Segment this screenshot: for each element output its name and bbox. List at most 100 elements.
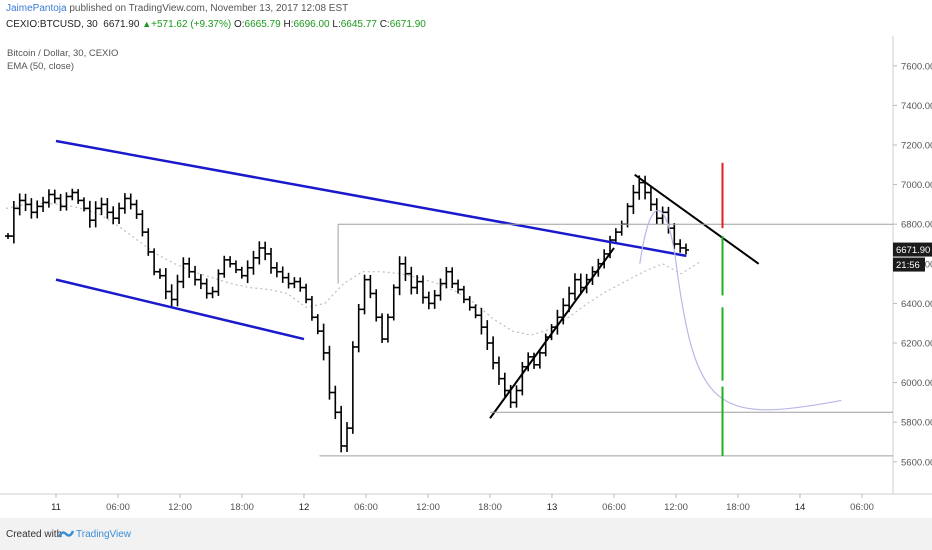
y-tick-label: 7200.00 (901, 141, 932, 152)
x-tick-label: 12:00 (168, 502, 192, 513)
ohlc-bar (577, 273, 584, 294)
ohlc-bar (320, 323, 327, 361)
x-tick-label: 06:00 (602, 502, 626, 513)
ohlc-bar (478, 307, 485, 335)
trend-down-line (634, 173, 760, 265)
ohlc-bar (250, 250, 257, 275)
ohlc-bar (40, 196, 47, 212)
footer-bar: Created with TradingView (0, 518, 932, 550)
open-value: 6665.79 (244, 19, 281, 30)
ohlc-bar (683, 243, 689, 255)
y-tick-label: 7400.00 (901, 101, 932, 112)
price-chart[interactable]: 5600.005800.006000.006200.006400.006600.… (0, 36, 932, 518)
ohlc-bar (449, 267, 456, 288)
up-arrow-icon: ▲ (142, 19, 152, 29)
ohlc-bar (232, 260, 239, 274)
x-tick-label: 06:00 (106, 502, 130, 513)
ohlc-bar (174, 274, 181, 307)
ohlc-bar (484, 320, 491, 351)
ohlc-bar (390, 284, 397, 321)
ohlc-bar (127, 193, 134, 210)
ohlc-bar (215, 269, 222, 296)
x-tick-label: 11 (51, 502, 61, 513)
ohlc-bar (244, 260, 251, 284)
ohlc-bar (98, 197, 105, 216)
ohlc-bar (238, 266, 245, 279)
ohlc-bar (63, 192, 70, 211)
ohlc-bar (180, 257, 187, 289)
ohlc-bar (209, 286, 216, 299)
ohlc-bar (262, 241, 269, 261)
ohlc-bar (227, 256, 234, 268)
symbol-label: CEXIO:BTCUSD, 30 (6, 19, 98, 30)
ohlc-bar (5, 233, 11, 240)
legend-title: Bitcoin / Dollar, 30, CEXIO (7, 48, 119, 59)
low-value: 6645.77 (340, 19, 377, 30)
x-tick-label: 14 (795, 502, 806, 513)
channel-lower-line (55, 278, 305, 341)
ohlc-bar (28, 198, 35, 219)
ohlc-bar (221, 255, 228, 278)
ohlc-bar (192, 265, 199, 286)
y-tick-label: 7600.00 (901, 61, 932, 72)
ohlc-bar (156, 268, 163, 279)
change-value: +571.62 (+9.37%) (151, 19, 232, 30)
tradingview-logo-icon (58, 530, 74, 538)
close-label: C: (379, 19, 390, 30)
ohlc-bar (431, 290, 438, 309)
legend-indicator: EMA (50, close) (7, 61, 75, 72)
published-text: published on TradingView.com, November 1… (66, 3, 349, 14)
x-tick-label: 06:00 (850, 502, 874, 513)
tradingview-brand[interactable]: TradingView (76, 529, 132, 540)
ohlc-bar (69, 188, 76, 201)
ohlc-bar (308, 295, 315, 321)
ohlc-bar (75, 189, 82, 204)
ohlc-bar (151, 248, 158, 276)
y-tick-label: 5800.00 (901, 418, 932, 429)
ohlc-bar (285, 272, 292, 289)
ohlc-bar (419, 275, 426, 304)
countdown-label: 21:56 (896, 260, 920, 271)
ohlc-bar (355, 303, 362, 353)
ohlc-bar (408, 266, 415, 295)
ohlc-bar (256, 241, 263, 265)
open-label: O: (233, 19, 245, 30)
ohlc-bar (338, 405, 345, 453)
ohlc-bar (414, 275, 421, 295)
last-price-label: 6671.90 (896, 245, 930, 256)
ohlc-bar (443, 266, 450, 289)
ohlc-bar (45, 189, 52, 208)
y-tick-label: 6800.00 (901, 220, 932, 231)
ohlc-bar (460, 285, 467, 304)
ohlc-bar (519, 361, 526, 396)
ohlc-bar (34, 200, 41, 219)
author-link[interactable]: JaimePantoja (6, 3, 67, 14)
ohlc-bar (671, 223, 678, 250)
ohlc-bar (110, 206, 117, 225)
chart-legend: Bitcoin / Dollar, 30, CEXIO EMA (50, clo… (7, 47, 118, 73)
x-tick-label: 13 (547, 502, 558, 513)
ohlc-bar (379, 313, 386, 343)
x-tick-label: 12:00 (664, 502, 688, 513)
ohlc-bar (80, 197, 87, 212)
ohlc-bar (16, 193, 23, 216)
y-tick-label: 6400.00 (901, 299, 932, 310)
created-with-label: Created with (6, 529, 63, 540)
ohlc-bar (402, 256, 409, 281)
ohlc-bar (57, 193, 64, 211)
ohlc-bar (186, 257, 193, 278)
ohlc-bar (92, 201, 99, 228)
close-value: 6671.90 (389, 19, 426, 30)
ohlc-bar (314, 314, 321, 335)
ohlc-bar (86, 200, 93, 228)
ohlc-bar (326, 345, 333, 400)
ohlc-bar (332, 385, 339, 420)
ohlc-bar (472, 304, 479, 319)
ohlc-bar (384, 313, 391, 343)
ohlc-bar (116, 202, 123, 224)
ohlc-bar (203, 278, 210, 299)
ohlc-bar (133, 199, 140, 219)
ohlc-bar (121, 193, 128, 214)
last-price: 6671.90 (103, 19, 140, 30)
x-tick-label: 12:00 (416, 502, 440, 513)
